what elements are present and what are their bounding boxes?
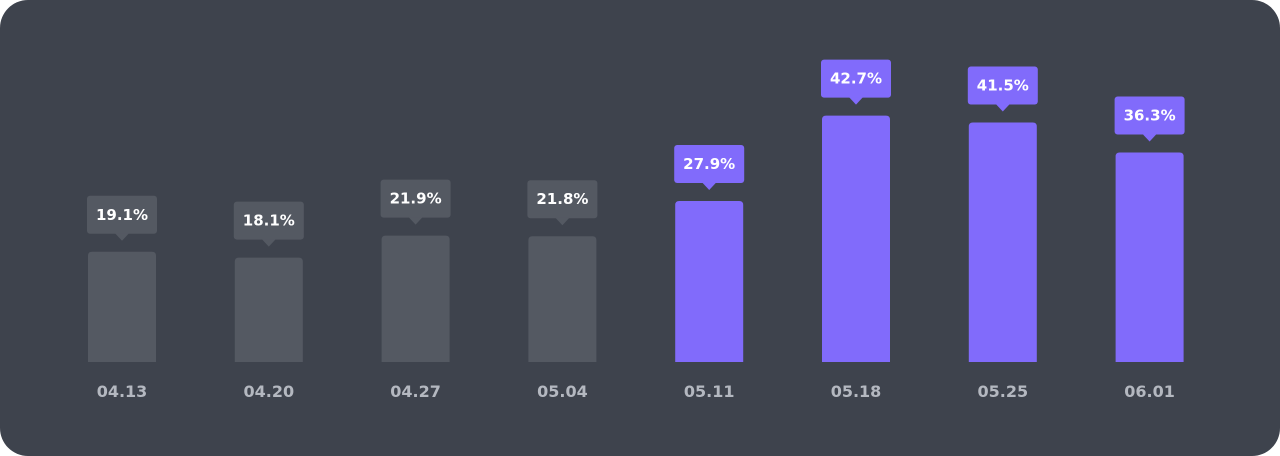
bar-group-04.20: 18.1% 04.20: [233, 201, 304, 401]
value-label-06.01: 36.3%: [1124, 107, 1176, 125]
tooltip-pointer-05.11: [702, 182, 717, 191]
bar-05.11[interactable]: [675, 201, 744, 362]
bar-group-06.01: 36.3% 06.01: [1114, 96, 1185, 401]
value-tooltip-04.13: [87, 195, 157, 234]
value-label-05.04: 21.8%: [536, 190, 588, 208]
bar-group-04.27: 21.9% 04.27: [380, 179, 451, 401]
bar-05.18[interactable]: [822, 115, 890, 362]
bar-06.01[interactable]: [1115, 152, 1184, 362]
bar-04.20[interactable]: [234, 257, 303, 362]
value-label-04.13: 19.1%: [96, 206, 148, 224]
value-label-05.25: 41.5%: [977, 77, 1029, 95]
x-tick-label-05.04: 05.04: [537, 382, 588, 401]
bar-05.04[interactable]: [528, 236, 597, 362]
bar-group-05.18: 42.7% 05.18: [821, 59, 891, 401]
tooltip-pointer-04.13: [115, 233, 129, 241]
x-tick-label-04.27: 04.27: [390, 382, 441, 401]
tooltip-pointer-05.04: [555, 217, 570, 226]
value-tooltip-05.18: [821, 59, 891, 98]
x-tick-label-04.13: 04.13: [97, 382, 148, 401]
x-tick-label-06.01: 06.01: [1124, 382, 1175, 401]
value-label-04.27: 21.9%: [390, 190, 442, 208]
value-label-05.11: 27.9%: [683, 155, 735, 173]
value-tooltip-05.11: [674, 145, 745, 184]
tooltip-pointer-06.01: [1142, 134, 1157, 142]
value-tooltip-04.27: [380, 179, 451, 218]
value-tooltip-06.01: [1114, 96, 1185, 135]
bar-04.27[interactable]: [381, 235, 450, 362]
x-tick-label-05.18: 05.18: [831, 382, 882, 401]
x-tick-label-05.25: 05.25: [977, 382, 1028, 401]
bar-group-05.11: 27.9% 05.11: [674, 145, 745, 401]
value-label-05.18: 42.7%: [830, 70, 882, 88]
bar-group-05.25: 41.5% 05.25: [967, 66, 1038, 401]
x-tick-label-05.11: 05.11: [684, 382, 735, 401]
bar-05.25[interactable]: [968, 122, 1037, 362]
bar-04.13[interactable]: [88, 251, 156, 362]
x-tick-label-04.20: 04.20: [243, 382, 294, 401]
tooltip-pointer-04.27: [408, 217, 423, 225]
tooltip-pointer-05.25: [995, 104, 1010, 112]
bar-group-04.13: 19.1% 04.13: [87, 195, 157, 401]
value-tooltip-04.20: [233, 201, 304, 240]
tooltip-pointer-04.20: [261, 239, 276, 247]
value-tooltip-05.25: [967, 66, 1038, 105]
value-label-04.20: 18.1%: [243, 212, 295, 230]
value-tooltip-05.04: [527, 180, 598, 219]
bar-group-05.04: 21.8% 05.04: [527, 180, 598, 401]
tooltip-pointer-05.18: [849, 97, 863, 105]
